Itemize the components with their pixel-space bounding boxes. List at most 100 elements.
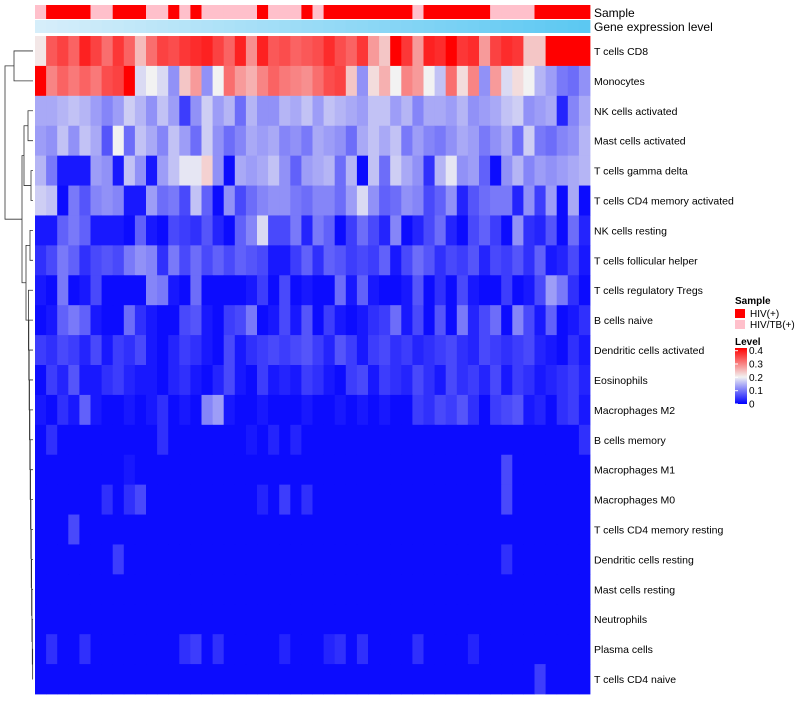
heatmap-cell <box>490 455 502 485</box>
expression-annotation-cell <box>113 20 125 33</box>
sample-annotation-cell <box>435 5 447 19</box>
heatmap-cell <box>568 515 580 545</box>
heatmap-cell <box>268 455 280 485</box>
heatmap-cell <box>168 455 180 485</box>
heatmap-cell <box>268 275 280 305</box>
heatmap-cell <box>124 395 136 425</box>
sample-annotation-cell <box>257 5 269 19</box>
heatmap-cell <box>168 335 180 365</box>
heatmap-cell <box>390 66 402 96</box>
heatmap-cell <box>257 634 269 664</box>
heatmap-cell <box>135 215 147 245</box>
heatmap-cell <box>523 485 535 515</box>
heatmap-cell <box>279 245 291 275</box>
heatmap-cell <box>235 574 247 604</box>
heatmap-cell <box>523 66 535 96</box>
heatmap-cell <box>412 365 424 395</box>
heatmap-cell <box>579 156 591 186</box>
heatmap-cell <box>68 36 80 66</box>
expression-annotation-cell <box>501 20 513 33</box>
sample-annotation-cell <box>68 5 80 19</box>
heatmap-cell <box>401 335 413 365</box>
heatmap-cell <box>579 395 591 425</box>
heatmap-cell <box>46 156 58 186</box>
heatmap-cell <box>213 455 225 485</box>
heatmap-cell <box>579 574 591 604</box>
heatmap-cell <box>157 664 169 694</box>
heatmap-cell <box>102 96 114 126</box>
heatmap-cell <box>290 156 302 186</box>
heatmap-cell <box>501 455 513 485</box>
heatmap-cell <box>357 395 369 425</box>
heatmap-cell <box>35 664 47 694</box>
expression-annotation-cell <box>412 20 424 33</box>
heatmap-cell <box>535 455 547 485</box>
heatmap-cell <box>290 455 302 485</box>
heatmap-cell <box>113 664 125 694</box>
sample-annotation-cell <box>357 5 369 19</box>
heatmap-cell <box>213 245 225 275</box>
heatmap-cell <box>113 604 125 634</box>
heatmap-cell <box>357 335 369 365</box>
expression-annotation-cell <box>357 20 369 33</box>
heatmap-cell <box>468 515 480 545</box>
heatmap-cell <box>46 186 58 216</box>
heatmap-cell <box>113 574 125 604</box>
heatmap-cell <box>479 425 491 455</box>
heatmap-cell <box>435 395 447 425</box>
sample-annotation-cell <box>512 5 524 19</box>
heatmap-cell <box>346 664 358 694</box>
heatmap-cell <box>512 245 524 275</box>
heatmap-cell <box>535 275 547 305</box>
heatmap-cell <box>324 515 336 545</box>
row-label: Dendritic cells activated <box>594 345 704 357</box>
sample-annotation-cell <box>401 5 413 19</box>
heatmap-cell <box>224 604 236 634</box>
heatmap-cell <box>435 66 447 96</box>
heatmap-cell <box>368 485 380 515</box>
heatmap-cell <box>335 634 347 664</box>
heatmap-cell <box>379 36 391 66</box>
sample-annotation-cell <box>190 5 202 19</box>
heatmap-cell <box>213 574 225 604</box>
heatmap-cell <box>535 215 547 245</box>
heatmap-cell <box>224 126 236 156</box>
heatmap-cell <box>190 305 202 335</box>
expression-annotation-cell <box>401 20 413 33</box>
expression-annotation-cell <box>346 20 358 33</box>
heatmap-cell <box>523 305 535 335</box>
row-label: NK cells resting <box>594 225 667 237</box>
heatmap-cell <box>213 425 225 455</box>
heatmap-cell <box>91 395 103 425</box>
heatmap-cell <box>135 544 147 574</box>
heatmap-cell <box>57 365 68 395</box>
heatmap-cell <box>202 186 214 216</box>
heatmap-cell <box>457 664 469 694</box>
sample-annotation-cell <box>157 5 169 19</box>
heatmap-cell <box>568 664 580 694</box>
heatmap-cell <box>301 305 313 335</box>
heatmap-cell <box>202 365 214 395</box>
sample-annotation-cell <box>146 5 158 19</box>
heatmap-cell <box>523 515 535 545</box>
expression-annotation-cell <box>146 20 158 33</box>
heatmap-cell <box>357 515 369 545</box>
heatmap-cell <box>57 515 68 545</box>
heatmap-cell <box>301 335 313 365</box>
heatmap-cell <box>91 664 103 694</box>
heatmap-cell <box>557 186 569 216</box>
heatmap-cell <box>213 544 225 574</box>
expression-annotation-cell <box>135 20 147 33</box>
heatmap-cell <box>46 215 58 245</box>
heatmap-cell <box>468 455 480 485</box>
heatmap-cell <box>35 245 47 275</box>
heatmap-cell <box>424 544 436 574</box>
heatmap-cell <box>557 634 569 664</box>
row-label: Mast cells resting <box>594 584 675 596</box>
heatmap-cell <box>124 604 136 634</box>
heatmap-cell <box>501 126 513 156</box>
heatmap-cell <box>179 126 191 156</box>
heatmap-cell <box>190 126 202 156</box>
heatmap-cell <box>479 96 491 126</box>
